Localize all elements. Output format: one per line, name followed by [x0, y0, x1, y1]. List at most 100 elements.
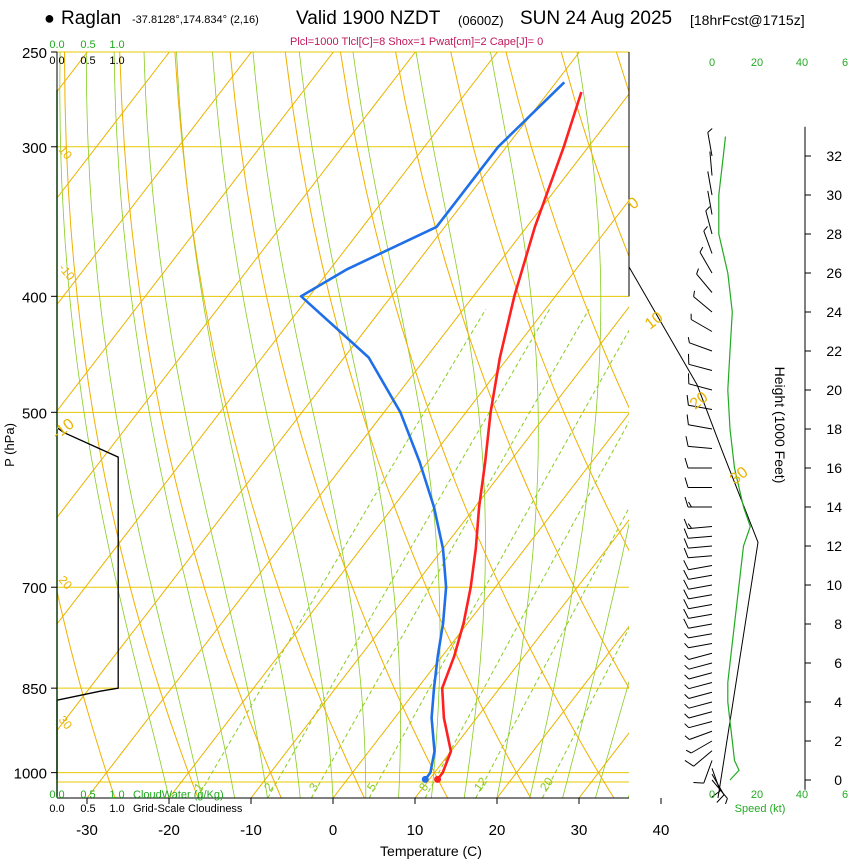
height-tick-label: 0	[834, 772, 842, 788]
wind-barb	[688, 652, 713, 660]
wind-barb	[688, 574, 713, 580]
moist-adiabat-line	[59, 52, 170, 798]
wind-barb-feather	[693, 290, 695, 297]
dry-adiabat-line	[229, 52, 449, 798]
wind-barb	[688, 672, 713, 680]
dry-adiabat-line	[284, 52, 532, 798]
moist-adiabat-line	[562, 522, 629, 798]
x-tick-label: -10	[240, 822, 262, 839]
wind-barb-feather	[684, 642, 689, 649]
dry-adiabat-line	[450, 52, 629, 552]
wind-barb-feather	[684, 713, 690, 719]
cloudiness-bottom-tick: 0.0	[49, 803, 64, 815]
wind-barb-feather	[687, 523, 693, 529]
moist-adiabat-line	[252, 52, 367, 798]
mixing-ratio-line	[541, 627, 629, 798]
p-tick-label: 1000	[14, 766, 47, 783]
mixing-ratio-line	[424, 420, 629, 798]
dry-adiabat-line	[615, 52, 629, 94]
x-tick-label: -30	[76, 822, 98, 839]
isotherm-line	[57, 52, 334, 412]
isotherm-line	[168, 199, 629, 798]
wind-barb	[705, 210, 713, 235]
height-tick-label: 8	[834, 616, 842, 632]
wind-barb-feather	[683, 579, 689, 590]
isotherm-line	[57, 52, 170, 199]
moist-adiabat-line	[212, 52, 334, 798]
isotherm-line	[57, 52, 416, 519]
wind-barb-feather	[684, 477, 689, 488]
p-tick-label: 300	[22, 140, 47, 157]
adiabat-label: 20	[56, 573, 76, 592]
isotherm-line	[86, 93, 629, 798]
speed-bottom-tick: 20	[751, 789, 763, 801]
p-tick-label: 400	[22, 289, 47, 306]
speed-axis-label: Speed (kt)	[735, 803, 786, 815]
wind-barb-feather	[716, 794, 725, 803]
wind-barb	[707, 171, 713, 196]
wind-barb	[688, 711, 713, 719]
wind-barb-feather	[696, 268, 699, 275]
wind-barb-feather	[699, 246, 704, 253]
speed-bottom-extra-tick: 6	[842, 789, 848, 801]
valid-time: Valid 1900 NZDT	[296, 8, 441, 29]
speed-bottom-tick: 0	[709, 789, 715, 801]
height-tick-label: 4	[834, 694, 842, 710]
wind-barb	[707, 132, 713, 157]
location-coords: -37.8128°,174.834° (2,16)	[132, 14, 259, 26]
cloudiness-line	[56, 427, 119, 780]
dry-adiabat-line	[395, 52, 629, 690]
wind-barb-feather	[703, 226, 708, 232]
wind-barb-feather	[688, 501, 692, 508]
height-tick-label: 20	[826, 382, 842, 398]
wind-barb	[688, 555, 713, 559]
moist-adiabat-line	[415, 52, 486, 798]
height-axis-label: Height (1000 Feet)	[772, 367, 788, 484]
x-tick-label: 10	[407, 822, 424, 839]
wind-barb-feather	[683, 518, 689, 529]
wind-barb	[703, 760, 713, 784]
mixing-ratio-line	[267, 308, 551, 798]
height-tick-label: 28	[826, 226, 842, 242]
dry-adiabat-line	[174, 52, 365, 798]
x-tick-label: 40	[653, 822, 670, 839]
wind-barb-feather	[683, 528, 689, 539]
moist-adiabat-line	[490, 52, 539, 798]
moist-adiabat-line	[85, 52, 203, 798]
isotherm-line	[57, 52, 580, 732]
wind-barb-feather	[725, 798, 728, 805]
moist-adiabat-line	[113, 52, 235, 798]
wind-barb	[689, 730, 713, 740]
wind-barb-feather	[683, 608, 689, 619]
wind-barb-feather	[685, 436, 689, 447]
x-axis-label: Temperature (C)	[380, 843, 482, 859]
wind-barb-feather	[683, 618, 689, 629]
wind-barb-feather	[687, 337, 690, 343]
wind-barb-feather	[683, 538, 689, 549]
dry-adiabat-line	[560, 52, 629, 258]
cloudwater-title: CloudWater (g/Kg)	[133, 789, 224, 801]
p-tick-label: 250	[22, 45, 47, 62]
x-tick-label: -20	[158, 822, 180, 839]
isotherm-line	[332, 412, 629, 798]
height-tick-label: 30	[826, 187, 842, 203]
cloudiness-bottom-tick: 1.0	[109, 803, 124, 815]
mixing-ratio-line	[368, 329, 629, 798]
cloudiness-top-tick: 0.0	[49, 55, 64, 67]
speed-top-tick: 20	[751, 57, 763, 69]
isotherm-line	[414, 519, 629, 798]
cloudwater-bottom-tick: 1.0	[109, 789, 124, 801]
wind-barb-feather	[684, 633, 689, 639]
wind-barb	[688, 643, 713, 649]
wind-barb-feather	[684, 723, 690, 729]
cloudiness-top-tick: 1.0	[109, 55, 124, 67]
wind-barb	[688, 691, 713, 699]
wind-barb	[707, 190, 713, 215]
wind-barb-feather	[686, 414, 689, 425]
isotherm-line	[57, 52, 252, 306]
height-tick-label: 14	[826, 499, 842, 515]
wind-barb-feather	[683, 589, 689, 600]
wind-barb	[688, 445, 713, 449]
wind-barb	[689, 342, 713, 352]
wind-barb	[688, 565, 713, 571]
